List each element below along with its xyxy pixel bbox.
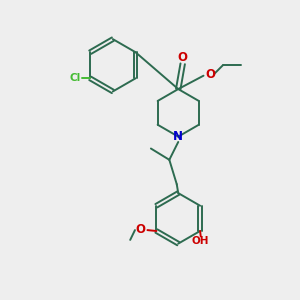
Text: O: O	[178, 51, 188, 64]
Text: OH: OH	[192, 236, 209, 245]
Text: N: N	[173, 130, 183, 143]
Text: O: O	[135, 223, 145, 236]
Text: O: O	[205, 68, 215, 81]
Text: Cl: Cl	[69, 74, 80, 83]
